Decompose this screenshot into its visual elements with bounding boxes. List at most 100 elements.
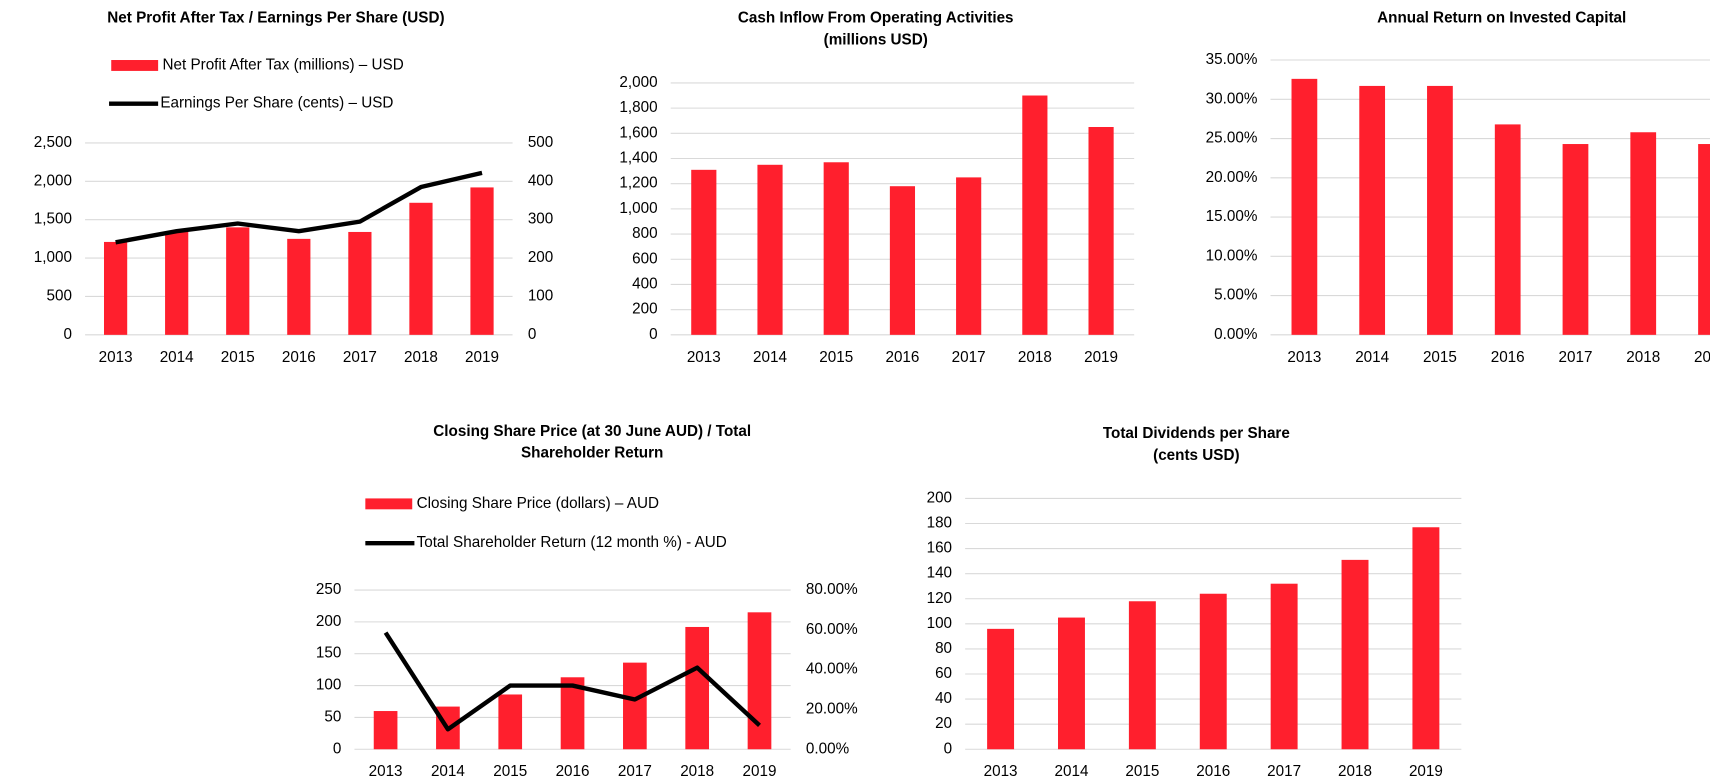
x-tick-label: 2015 — [1423, 349, 1457, 366]
bar — [226, 227, 250, 335]
legend-swatch — [111, 60, 159, 71]
bar — [103, 241, 128, 335]
y-tick-label: 800 — [632, 225, 657, 242]
x-tick-label: 2013 — [984, 763, 1018, 780]
y-tick-label: 25.00% — [1206, 130, 1258, 147]
x-tick-label: 2014 — [753, 349, 787, 366]
bar — [1630, 132, 1657, 335]
legend-label: Net Profit After Tax (millions) – USD — [162, 56, 403, 73]
x-tick-label: 2018 — [1338, 763, 1372, 780]
y-tick-label: 80 — [935, 640, 952, 657]
y-tick-label: 0 — [333, 740, 341, 757]
x-tick-label: 2018 — [1626, 349, 1660, 366]
y-tick-label: 1,800 — [619, 99, 657, 116]
x-tick-label: 2017 — [1559, 349, 1593, 366]
x-tick-label: 2016 — [885, 349, 919, 366]
x-tick-label: 2014 — [431, 763, 465, 780]
bar — [1494, 124, 1521, 335]
x-tick-label: 2017 — [618, 763, 652, 780]
y-tick-label: 120 — [927, 590, 952, 607]
y-tick-label: 5.00% — [1214, 287, 1258, 304]
y2-tick-label: 100 — [528, 287, 553, 304]
y-tick-label: 140 — [927, 565, 952, 582]
y-tick-label: 30.00% — [1206, 90, 1258, 107]
bar — [373, 711, 398, 750]
y2-tick-label: 40.00% — [806, 661, 858, 678]
y-tick-label: 100 — [316, 677, 341, 694]
y-tick-label: 1,200 — [619, 175, 657, 192]
bar — [498, 694, 523, 750]
bar — [823, 162, 849, 335]
y-tick-label: 0 — [649, 326, 657, 343]
y-tick-label: 60 — [935, 665, 952, 682]
chart-title: Cash Inflow From Operating Activities — [738, 10, 1014, 27]
y-tick-label: 1,000 — [34, 249, 72, 266]
line-series — [383, 631, 761, 732]
y-tick-label: 2,500 — [34, 134, 72, 151]
y-tick-label: 35.00% — [1206, 51, 1258, 68]
bar — [560, 677, 585, 750]
x-tick-label: 2014 — [160, 349, 194, 366]
y-tick-label: 250 — [316, 581, 341, 598]
y2-tick-label: 300 — [528, 211, 553, 228]
y-tick-label: 2,000 — [34, 172, 72, 189]
bar — [1022, 95, 1048, 335]
y-tick-label: 1,600 — [619, 124, 657, 141]
bar — [747, 612, 772, 750]
x-tick-label: 2015 — [819, 349, 853, 366]
x-tick-label: 2019 — [1084, 349, 1118, 366]
bar — [889, 186, 916, 335]
x-tick-label: 2013 — [99, 349, 133, 366]
y2-tick-label: 0.00% — [806, 740, 850, 757]
x-tick-label: 2016 — [556, 763, 590, 780]
chart-title: Net Profit After Tax / Earnings Per Shar… — [107, 10, 444, 27]
x-tick-label: 2015 — [221, 349, 255, 366]
bar — [1199, 593, 1227, 750]
x-tick-label: 2018 — [404, 349, 438, 366]
x-tick-label: 2019 — [465, 349, 499, 366]
y-tick-label: 400 — [632, 275, 657, 292]
x-tick-label: 2013 — [369, 763, 403, 780]
y-tick-label: 200 — [632, 301, 657, 318]
y2-tick-label: 0 — [528, 326, 536, 343]
y-tick-label: 0.00% — [1214, 326, 1258, 343]
y-tick-label: 1,500 — [34, 211, 72, 228]
bar — [1359, 85, 1386, 335]
y-tick-label: 40 — [935, 690, 952, 707]
y-tick-label: 50 — [324, 708, 341, 725]
bar — [1698, 144, 1710, 335]
bar — [1341, 559, 1369, 750]
bar — [956, 177, 982, 335]
bar — [409, 202, 433, 335]
bar — [691, 169, 717, 335]
x-tick-label: 2019 — [1409, 763, 1443, 780]
x-tick-label: 2014 — [1355, 349, 1389, 366]
y2-tick-label: 400 — [528, 172, 553, 189]
y-tick-label: 2,000 — [619, 74, 657, 91]
bar — [1270, 583, 1298, 750]
y-tick-label: 20 — [935, 715, 952, 732]
y-tick-label: 20.00% — [1206, 169, 1258, 186]
bar — [685, 626, 710, 750]
bar — [1058, 617, 1085, 750]
x-tick-label: 2016 — [1491, 349, 1525, 366]
chart-title: Total Dividends per Share — [1103, 425, 1290, 442]
line-series — [115, 170, 483, 245]
bar — [987, 628, 1015, 750]
chart-title: (cents USD) — [1153, 447, 1239, 464]
chart-title: (millions USD) — [824, 31, 928, 48]
bar — [348, 231, 372, 335]
legend-label: Earnings Per Share (cents) – USD — [160, 95, 393, 112]
y-tick-label: 180 — [927, 515, 952, 532]
y2-tick-label: 200 — [528, 249, 553, 266]
bar — [165, 231, 189, 335]
x-tick-label: 2018 — [1018, 349, 1052, 366]
x-tick-label: 2017 — [343, 349, 377, 366]
y-tick-label: 100 — [927, 615, 952, 632]
x-tick-label: 2019 — [743, 763, 777, 780]
legend-label: Closing Share Price (dollars) – AUD — [417, 495, 659, 512]
x-tick-label: 2016 — [282, 349, 316, 366]
x-tick-label: 2013 — [1287, 349, 1321, 366]
